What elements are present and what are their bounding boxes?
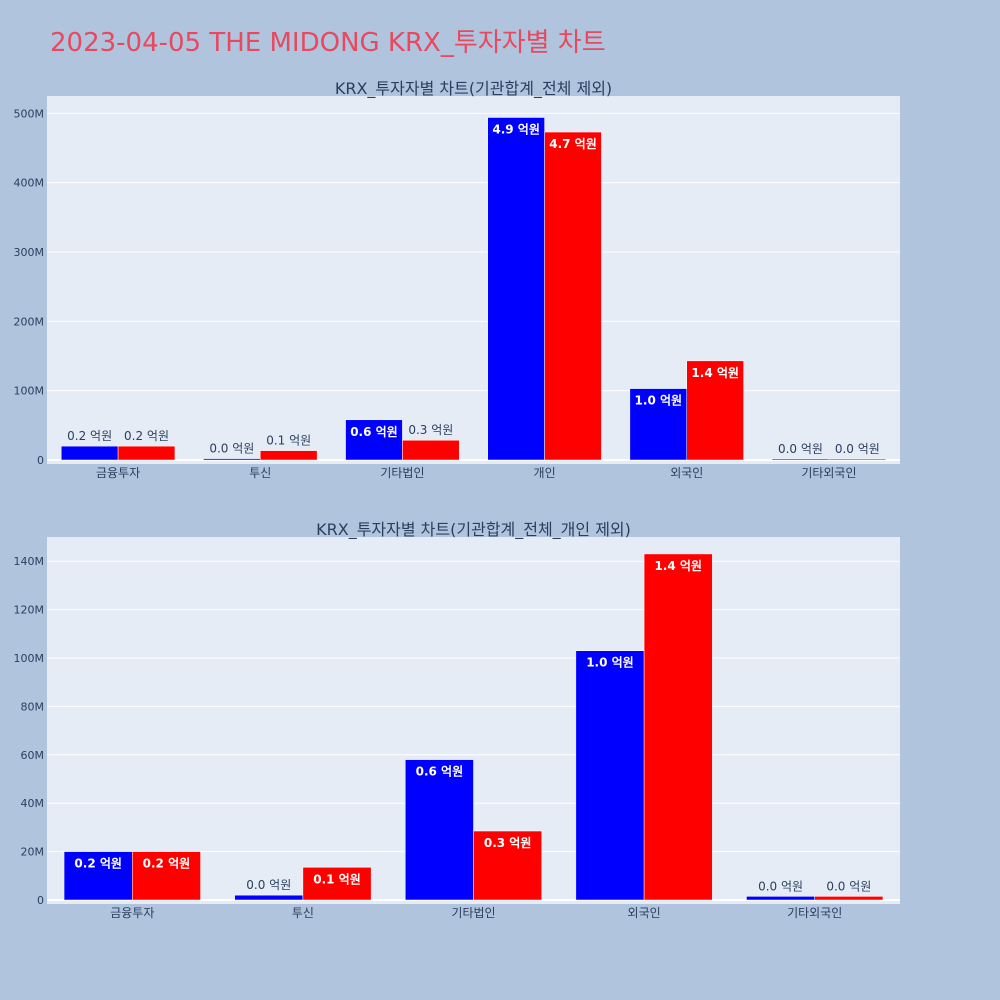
y-tick-label: 100M xyxy=(14,385,45,398)
x-tick-label: 기타법인 xyxy=(380,466,424,480)
bar xyxy=(132,851,201,901)
bar-data-label: 0.3 억원 xyxy=(408,423,453,437)
bar xyxy=(473,830,542,901)
bar-data-label: 0.2 억원 xyxy=(74,857,122,871)
bar-data-label: 4.9 억원 xyxy=(492,122,540,136)
bar xyxy=(203,458,261,461)
bar-data-label: 1.4 억원 xyxy=(654,559,702,573)
chart-title: KRX_투자자별 차트(기관합계_전체_개인 제외) xyxy=(316,520,631,540)
x-tick-label: 기타외국인 xyxy=(801,466,856,480)
y-tick-label: 140M xyxy=(14,555,45,568)
bar-data-label: 0.6 억원 xyxy=(416,765,464,779)
x-tick-label: 투신 xyxy=(292,906,314,920)
y-tick-label: 60M xyxy=(21,749,45,762)
bar xyxy=(60,445,119,461)
bar xyxy=(117,445,176,461)
bar xyxy=(405,759,474,901)
y-tick-label: 100M xyxy=(14,652,45,665)
bar-data-label: 4.7 억원 xyxy=(549,137,597,151)
bar-data-label: 0.0 억원 xyxy=(758,879,803,893)
page-title: 2023-04-05 THE MIDONG KRX_투자자별 차트 xyxy=(50,28,606,58)
chart-title: KRX_투자자별 차트(기관합계_전체 제외) xyxy=(335,79,612,99)
bar xyxy=(771,458,830,461)
bar-data-label: 0.2 억원 xyxy=(143,857,191,871)
bar-data-label: 0.0 억원 xyxy=(246,878,291,892)
x-tick-label: 외국인 xyxy=(670,466,703,480)
bar-data-label: 1.0 억원 xyxy=(586,656,634,670)
y-tick-label: 500M xyxy=(14,107,45,120)
x-tick-label: 금융투자 xyxy=(96,466,140,480)
y-tick-label: 0 xyxy=(37,454,44,467)
bar xyxy=(260,450,318,461)
bar-data-label: 0.0 억원 xyxy=(209,442,254,456)
bar xyxy=(629,388,688,461)
bar xyxy=(746,896,815,901)
y-tick-label: 0 xyxy=(37,894,44,907)
y-tick-label: 400M xyxy=(14,177,45,190)
bar-data-label: 0.0 억원 xyxy=(826,879,871,893)
bar-data-label: 1.4 억원 xyxy=(691,366,739,380)
chart-1: 0 100M 200M 300M 400M 500M KRX_투자자별 차트(기관합계_전체… xyxy=(14,79,900,480)
bar xyxy=(487,117,545,461)
bar xyxy=(544,131,602,461)
bar-data-label: 0.2 억원 xyxy=(124,429,169,443)
y-tick-label: 200M xyxy=(14,315,45,328)
plot-area xyxy=(47,96,900,464)
x-tick-label: 기타법인 xyxy=(451,906,495,920)
bar xyxy=(345,419,403,461)
bar-data-label: 0.3 억원 xyxy=(484,836,532,850)
bar-data-label: 0.0 억원 xyxy=(778,442,823,456)
bar xyxy=(402,439,460,461)
bar xyxy=(686,360,744,461)
bar xyxy=(814,896,884,901)
y-tick-label: 120M xyxy=(14,604,45,617)
bar xyxy=(234,894,304,901)
bar xyxy=(575,650,645,901)
bar-data-label: 1.0 억원 xyxy=(635,394,683,408)
bar-data-label: 0.6 억원 xyxy=(350,425,398,439)
x-tick-label: 외국인 xyxy=(628,906,661,920)
y-tick-label: 80M xyxy=(21,700,45,713)
y-tick-label: 20M xyxy=(21,846,45,859)
y-tick-label: 300M xyxy=(14,246,45,259)
bar-data-label: 0.1 억원 xyxy=(313,872,361,886)
x-tick-label: 금융투자 xyxy=(110,906,154,920)
chart-2: 0 20M 40M 60M 80M 100M 120M 140M KRX_투자자별 차트(기관합… xyxy=(14,520,900,920)
y-tick-label: 40M xyxy=(21,797,45,810)
bar-data-label: 0.2 억원 xyxy=(67,429,112,443)
bar-data-label: 0.1 억원 xyxy=(266,434,311,448)
bar xyxy=(302,867,372,901)
bar xyxy=(828,458,887,461)
bar-data-label: 0.0 억원 xyxy=(835,442,880,456)
x-tick-label: 개인 xyxy=(534,466,556,480)
x-tick-label: 투신 xyxy=(249,466,271,480)
bar xyxy=(643,553,713,901)
x-tick-label: 기타외국인 xyxy=(787,906,842,920)
